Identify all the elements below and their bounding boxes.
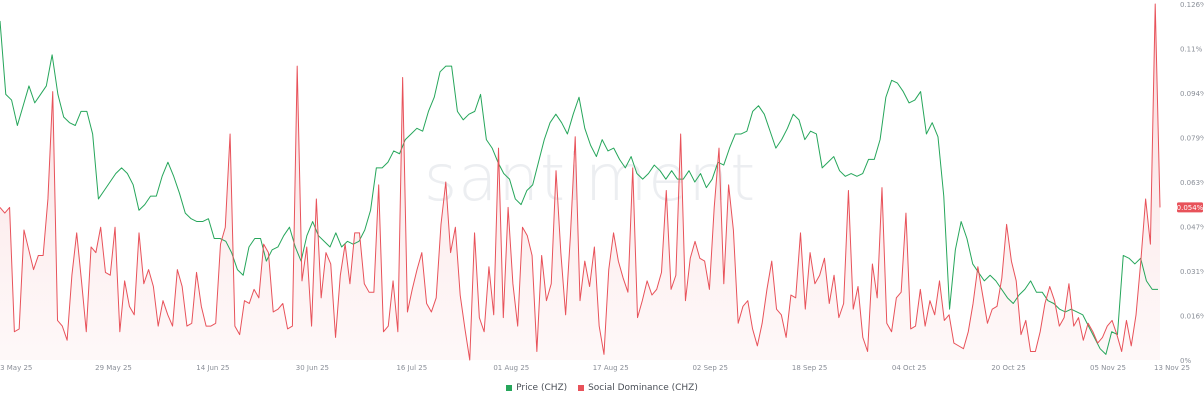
y-tick-label: 0.047% [1180,224,1204,232]
series-area-social-dominance-chz [0,4,1160,360]
y-tick-label: 0.063% [1180,179,1204,187]
y-tick-label: 0% [1180,357,1191,365]
y-tick-label: 0.079% [1180,135,1204,143]
y-tick-label: 0.11% [1180,46,1203,54]
y-axis-ticks: 0% 0.016% 0.031% 0.047% 0.063% 0.079% 0.094% 0.… [1180,1,1204,365]
x-tick-label: 17 Aug 25 [593,364,629,372]
last-value-badge-bg [1177,202,1203,213]
legend-label-price: Price (CHZ) [516,383,568,393]
x-tick-label: 18 Sep 25 [792,364,827,372]
x-tick-label: 04 Oct 25 [892,364,926,372]
y-tick-label: 0.016% [1180,313,1204,321]
x-tick-label: 13 Nov 25 [1154,364,1190,372]
santiment-watermark: santiment [424,142,756,216]
legend-item-price[interactable]: Price (CHZ) [506,383,567,393]
y-tick-label: 0.031% [1180,268,1204,276]
y-tick-label: 0.126% [1180,1,1204,9]
legend-item-social-dominance[interactable]: Social Dominance (CHZ) [578,383,698,393]
legend-swatch-social-dominance [578,385,585,391]
series-line-price-chz [0,20,1158,355]
last-value-badge: 0.054% [1177,202,1204,213]
legend-swatch-price [506,385,513,391]
chart-legend: Price (CHZ) Social Dominance (CHZ) [0,383,1204,394]
x-tick-label: 13 May 25 [0,364,32,372]
line-layer [0,3,1161,361]
x-axis-ticks: 13 May 25 29 May 25 14 Jun 25 30 Jun 25 16 J… [0,364,1190,372]
x-tick-label: 02 Sep 25 [692,364,727,372]
area-layer [0,4,1160,360]
x-tick-label: 30 Jun 25 [296,364,329,372]
last-value-badge-text: 0.054% [1177,204,1204,212]
y-tick-label: 0.094% [1180,90,1204,98]
x-tick-label: 01 Aug 25 [493,364,529,372]
series-line-social-dominance-chz [0,3,1161,361]
x-tick-label: 29 May 25 [95,364,132,372]
x-tick-label: 14 Jun 25 [196,364,229,372]
x-tick-label: 05 Nov 25 [1090,364,1126,372]
legend-label-social-dominance: Social Dominance (CHZ) [588,383,698,393]
x-tick-label: 16 Jul 25 [396,364,427,372]
x-tick-label: 20 Oct 25 [991,364,1025,372]
